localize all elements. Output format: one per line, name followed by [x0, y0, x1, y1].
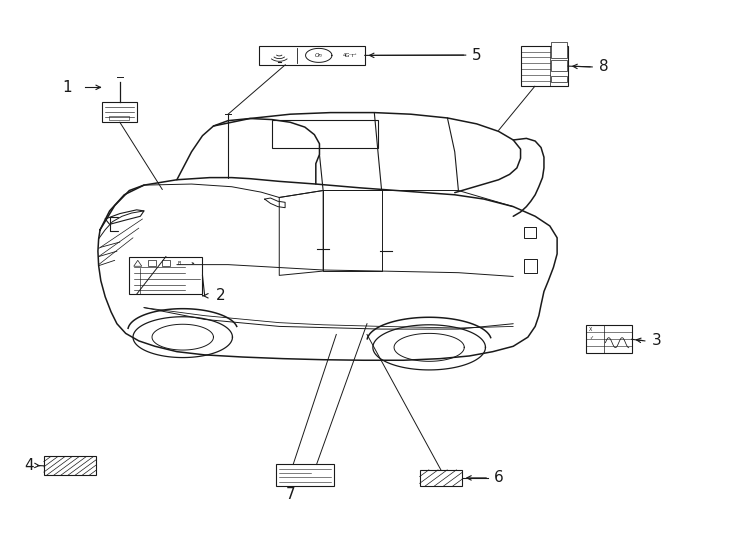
- Text: 8: 8: [599, 59, 608, 75]
- Bar: [275, 464, 334, 486]
- Bar: [272, 119, 378, 147]
- Bar: [551, 60, 567, 71]
- Text: On: On: [315, 53, 323, 58]
- Text: 3: 3: [652, 333, 661, 348]
- Bar: [109, 116, 128, 120]
- Bar: [161, 260, 170, 266]
- Bar: [259, 46, 365, 65]
- Bar: [551, 76, 567, 82]
- Bar: [129, 256, 203, 294]
- Text: B: B: [178, 261, 181, 266]
- Bar: [524, 259, 537, 273]
- Text: 5: 5: [472, 48, 482, 63]
- Bar: [148, 260, 156, 266]
- Bar: [420, 470, 462, 486]
- Text: 4Gᴸᴛᴱ: 4Gᴸᴛᴱ: [343, 53, 357, 58]
- Text: 4: 4: [24, 458, 34, 473]
- Bar: [520, 46, 568, 86]
- Text: 1: 1: [62, 80, 72, 95]
- Bar: [524, 227, 536, 238]
- Bar: [551, 42, 567, 58]
- Bar: [586, 325, 632, 353]
- Bar: [44, 456, 96, 475]
- Text: 2: 2: [216, 288, 225, 303]
- Text: ✓: ✓: [589, 334, 593, 339]
- Bar: [102, 102, 137, 122]
- Text: 7: 7: [286, 487, 296, 502]
- Text: X: X: [589, 327, 592, 332]
- Text: 6: 6: [494, 470, 504, 485]
